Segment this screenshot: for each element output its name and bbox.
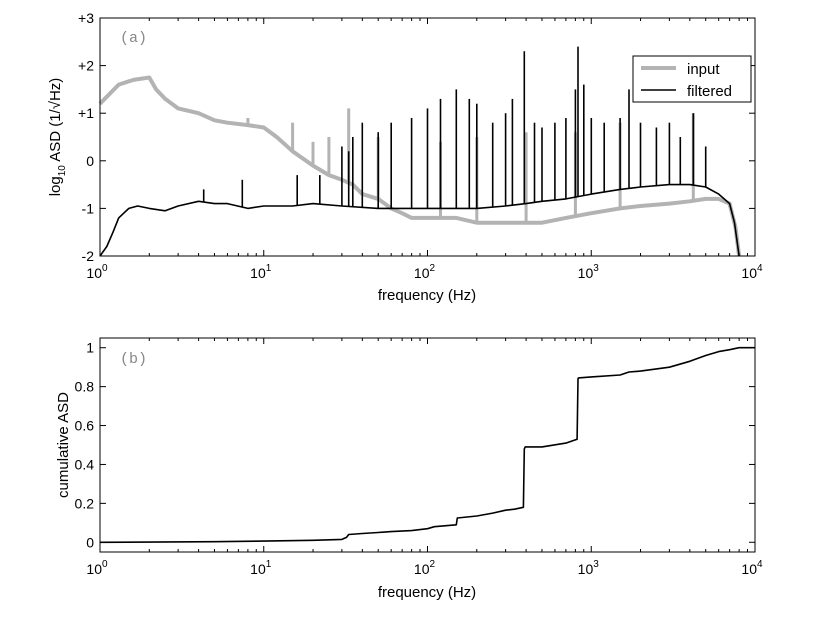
panel-b-y-tick-label: 0.6: [75, 418, 95, 434]
panel-b-x-tick-label: 104: [741, 559, 763, 577]
panel-a-y-label-log: log: [47, 176, 64, 196]
panel-a-y-tick-label: 0: [86, 153, 94, 169]
panel-b-y-tick-label: 0.4: [75, 456, 95, 472]
panel-a-x-axis-label: frequency (Hz): [378, 287, 476, 304]
panel-b-y-tick-label: 0: [86, 534, 94, 550]
panel-a-legend: input filtered: [632, 55, 752, 103]
panel-b-cumulative: 100 101 102 103 104 0 0.2 0.4 0.6 0.8 1 (b) freque…: [55, 337, 763, 601]
panel-a-series-group: [98, 46, 742, 257]
legend-box: [632, 55, 752, 103]
panel-b-label: (b): [120, 351, 147, 368]
legend-filtered-label: filtered: [687, 83, 732, 100]
panel-b-y-tick-label: 1: [86, 340, 94, 356]
panel-a-y-label-rest: ASD (1/√Hz): [47, 78, 64, 165]
panel-b-x-tick-label: 101: [250, 559, 272, 577]
panel-a-series-filtered-line: [99, 183, 740, 257]
panel-a-y-tick-label: -2: [82, 248, 95, 264]
panel-b-y-axis-label: cumulative ASD: [55, 392, 72, 498]
panel-a-y-axis-label: log10 ASD (1/√Hz): [47, 78, 68, 197]
panel-a-x-tick-label: 102: [414, 263, 436, 281]
panel-a-spectrum: 100 101 102 103 104 -2 -1 0 +1 +2 +3 (a) frequency…: [47, 10, 763, 304]
panel-a-x-tick-label: 101: [250, 263, 272, 281]
panel-a-label: (a): [120, 30, 147, 47]
panel-a-x-tick-label: 100: [86, 263, 108, 281]
panel-a-y-tick-label: +1: [78, 105, 94, 121]
panel-b-plot-area: [100, 338, 755, 552]
panel-b-x-axis-label: frequency (Hz): [378, 584, 476, 601]
panel-b-x-tick-label: 100: [86, 559, 108, 577]
panel-a-x-tick-label: 104: [741, 263, 763, 281]
panel-a-y-tick-label: -1: [82, 200, 95, 216]
panel-a-x-tick-label: 103: [578, 263, 600, 281]
panel-b-x-tick-label: 103: [578, 559, 600, 577]
panel-b-ticks: 100 101 102 103 104 0 0.2 0.4 0.6 0.8 1: [75, 338, 763, 577]
panel-b-series-cumulative-line: [99, 346, 755, 544]
panel-b-x-tick-label: 102: [414, 559, 436, 577]
panel-b-series-group: [99, 346, 755, 544]
panel-a-ticks: 100 101 102 103 104 -2 -1 0 +1 +2 +3: [78, 10, 763, 281]
panel-b-y-tick-label: 0.8: [75, 379, 95, 395]
panel-b-y-tick-label: 0.2: [75, 495, 95, 511]
legend-input-label: input: [687, 61, 720, 78]
panel-a-y-label-subscript: 10: [57, 165, 68, 177]
panel-a-y-tick-label: +2: [78, 58, 94, 74]
panel-a-y-tick-label: +3: [78, 10, 94, 26]
